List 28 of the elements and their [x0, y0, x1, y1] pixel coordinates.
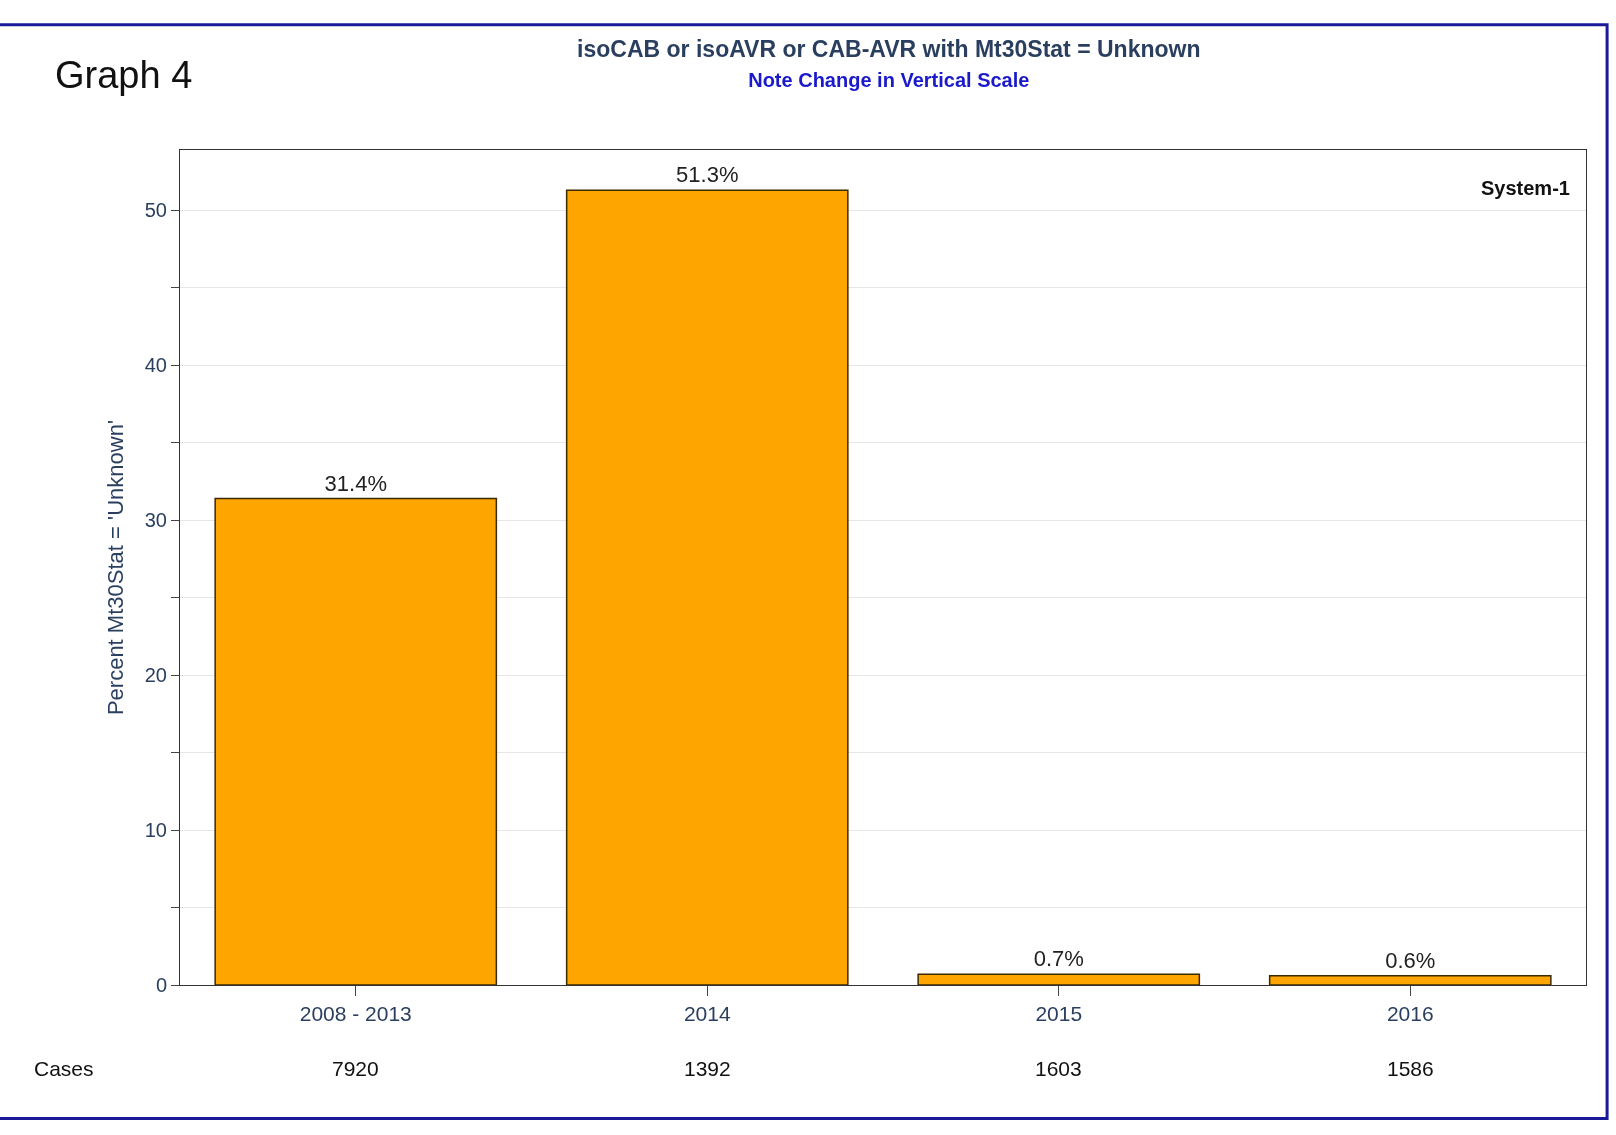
text: 7920	[332, 1057, 379, 1080]
y-tick-label: 10	[144, 819, 167, 842]
chart-title: isoCAB or isoAVR or CAB-AVR with Mt30Stat = Unknown	[577, 35, 1201, 62]
text: Cases	[34, 1057, 94, 1080]
text: 1586	[1387, 1057, 1434, 1080]
bar	[1268, 974, 1552, 985]
x-tick-label: 2014	[683, 1002, 731, 1026]
y-tick-label: 30	[144, 509, 167, 532]
text: 1603	[1035, 1057, 1082, 1080]
x-tick-label: 2016	[1386, 1002, 1434, 1026]
caption: Graph 4	[55, 54, 193, 96]
y-tick-label: 20	[144, 664, 167, 687]
bar	[214, 497, 498, 985]
y-axis-title: Percent Mt30Stat = 'Unknown'	[102, 419, 128, 716]
data-label: 31.4%	[324, 470, 387, 496]
y-tick-label: 50	[144, 199, 167, 222]
text: 1392	[684, 1057, 731, 1080]
annotation: System-1	[1481, 177, 1570, 199]
bar	[917, 973, 1201, 985]
chart-subtitle: Note Change in Vertical Scale	[748, 68, 1030, 91]
x-tick-label: 2008 - 2013	[299, 1002, 412, 1026]
data-label: 51.3%	[676, 162, 739, 188]
bar	[565, 189, 849, 985]
x-tick-label: 2015	[1035, 1002, 1083, 1026]
data-label: 0.7%	[1033, 946, 1084, 972]
y-tick-label: 40	[144, 354, 167, 377]
y-tick-label: 0	[155, 974, 167, 996]
data-label: 0.6%	[1385, 947, 1436, 973]
